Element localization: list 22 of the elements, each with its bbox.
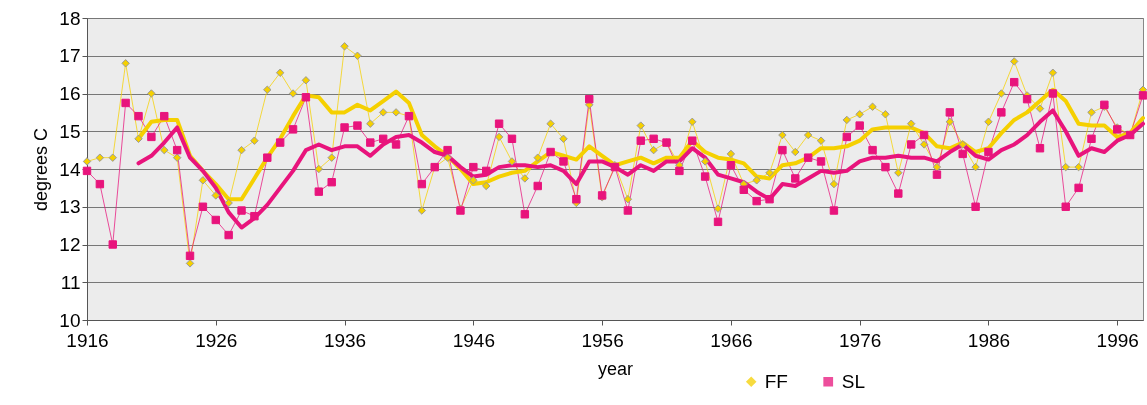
y-tick-label: 11: [60, 271, 81, 293]
x-axis-title: year: [597, 358, 634, 379]
x-tick-label: 1976: [839, 329, 882, 351]
y-tick-label: 18: [59, 7, 81, 29]
legend-label: SL: [841, 370, 865, 392]
y-tick-label: 17: [59, 45, 81, 67]
y-axis-title: degrees C: [31, 127, 52, 212]
x-tick-label: 1936: [323, 329, 367, 351]
x-tick-label: 1956: [581, 329, 624, 351]
y-tick-label: 12: [59, 234, 81, 255]
x-tick-label: 1966: [710, 329, 753, 351]
x-tick-label: 1946: [452, 329, 495, 351]
x-tick-label: 1986: [967, 329, 1011, 351]
y-tick-label: 10: [59, 309, 81, 331]
y-tick-label: 14: [59, 158, 81, 180]
y-tick-label: 13: [59, 196, 81, 218]
x-tick-label: 1996: [1096, 329, 1139, 351]
x-tick-label: 1916: [66, 329, 109, 351]
y-tick-label: 15: [59, 120, 81, 142]
legend-label: FF: [764, 370, 788, 392]
x-tick-label: 1926: [195, 329, 238, 351]
y-tick-label: 16: [59, 83, 81, 104]
